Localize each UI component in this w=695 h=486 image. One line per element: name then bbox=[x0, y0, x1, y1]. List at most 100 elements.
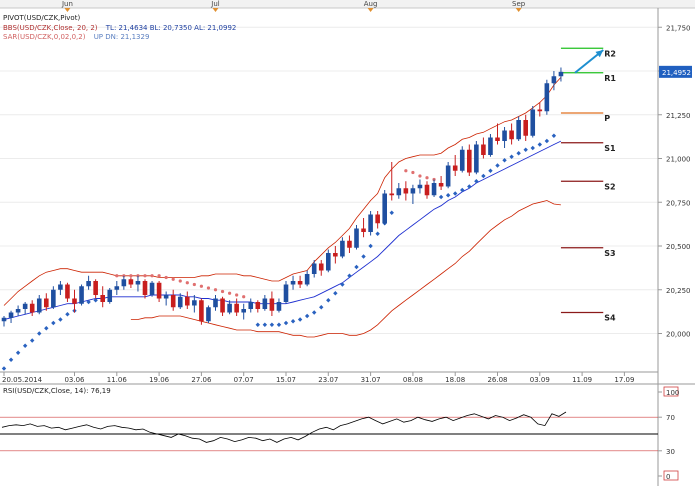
month-label: Aug bbox=[364, 0, 378, 8]
sar-dot-down bbox=[192, 282, 196, 287]
candle-down bbox=[347, 240, 352, 248]
sar-dot-up bbox=[283, 320, 289, 326]
y-tick-label: 20,250 bbox=[666, 287, 691, 295]
candle-down bbox=[142, 281, 148, 295]
candle-up bbox=[283, 284, 289, 302]
candle-down bbox=[509, 130, 514, 140]
sar-dot-down bbox=[164, 275, 168, 280]
month-label: Jul bbox=[210, 0, 220, 8]
sar-dot-down bbox=[235, 293, 239, 297]
candle-up bbox=[114, 286, 120, 290]
x-tick-label: 17.09 bbox=[614, 376, 634, 384]
y-tick-label: 20,750 bbox=[666, 199, 691, 207]
y-tick-label: 21,250 bbox=[666, 112, 691, 120]
pivot-legend: PIVOT(USD/CZK,Pivot) bbox=[3, 14, 80, 22]
pivot-label-r2: R2 bbox=[604, 49, 616, 58]
candle-up bbox=[163, 295, 169, 299]
sar-dot-up bbox=[262, 322, 268, 327]
candle-up bbox=[276, 302, 282, 311]
sar-dot-up bbox=[15, 350, 21, 355]
pivot-label-r1: R1 bbox=[604, 74, 616, 83]
sar-dot-up bbox=[51, 320, 56, 326]
sar-dot-up bbox=[453, 191, 458, 196]
x-tick-label: 18.08 bbox=[445, 376, 465, 384]
candle-up bbox=[431, 183, 437, 196]
rsi-tick-label: 70 bbox=[666, 414, 675, 422]
sar-dot-up bbox=[347, 273, 352, 278]
sar-dot-up bbox=[467, 184, 472, 189]
candle-down bbox=[424, 184, 430, 196]
candle-up bbox=[213, 298, 218, 308]
bbs-legend: BBS(USD/CZK,Close, 20, 2) TL: 21,4634 BL… bbox=[3, 24, 236, 32]
candle-down bbox=[389, 193, 395, 196]
candle-down bbox=[170, 295, 176, 308]
sar-dot-down bbox=[150, 274, 154, 278]
y-tick-label: 20,500 bbox=[666, 243, 691, 251]
sar-dot-up bbox=[502, 158, 507, 163]
bollinger-lower-line bbox=[130, 200, 561, 338]
x-tick-label: 03.09 bbox=[530, 376, 550, 384]
x-tick-label: 15.07 bbox=[276, 376, 296, 384]
last-price-label: 21,4952 bbox=[662, 69, 691, 77]
sar-dot-down bbox=[425, 176, 429, 180]
sar-dot-up bbox=[58, 317, 63, 322]
sar-dot-up bbox=[488, 168, 493, 173]
candle-down bbox=[93, 281, 98, 295]
candle-down bbox=[495, 137, 500, 141]
sar-dot-up bbox=[361, 254, 366, 259]
candle-up bbox=[304, 274, 310, 285]
y-tick-label: 21,000 bbox=[666, 156, 691, 164]
sar-dot-up bbox=[37, 331, 42, 336]
candle-up bbox=[15, 309, 21, 313]
candle-down bbox=[297, 281, 303, 285]
candle-up bbox=[8, 312, 14, 318]
x-tick-label: 07.07 bbox=[234, 376, 254, 384]
month-marker bbox=[64, 8, 71, 12]
sar-dot-up bbox=[326, 298, 331, 303]
sar-dot-up bbox=[551, 133, 557, 138]
month-marker bbox=[212, 8, 219, 12]
x-tick-label: 08.08 bbox=[403, 376, 423, 384]
candle-up bbox=[1, 317, 7, 322]
pivot-label-s4: S4 bbox=[604, 314, 616, 323]
sar-dot-up bbox=[530, 145, 535, 151]
candle-up bbox=[445, 165, 451, 187]
pivot-label-s3: S3 bbox=[604, 249, 615, 258]
candle-up bbox=[262, 298, 268, 309]
candle-down bbox=[29, 303, 35, 313]
sar-dot-up bbox=[537, 142, 542, 147]
sar-dot-down bbox=[404, 169, 408, 173]
sar-dot-up bbox=[312, 310, 317, 315]
candle-up bbox=[417, 184, 423, 189]
rsi-tick-label: 0 bbox=[666, 473, 670, 481]
rsi-tick-label: 100 bbox=[666, 389, 679, 397]
last-price-box bbox=[659, 65, 692, 78]
candle-down bbox=[467, 149, 472, 173]
bollinger-upper-line bbox=[3, 77, 562, 306]
sar-dot-up bbox=[354, 264, 359, 270]
sar-dot-up bbox=[481, 173, 486, 179]
sar-dot-up bbox=[1, 366, 7, 371]
candle-down bbox=[220, 298, 225, 313]
sar-dot-up bbox=[290, 319, 296, 324]
candle-up bbox=[558, 71, 564, 77]
sar-dot-down bbox=[157, 274, 161, 278]
candle-up bbox=[290, 281, 296, 285]
sar-dot-up bbox=[93, 298, 98, 303]
x-tick-label: 19.06 bbox=[149, 376, 170, 384]
sar-dot-down bbox=[220, 289, 225, 294]
sar-dot-down bbox=[143, 274, 147, 278]
candle-down bbox=[452, 165, 458, 171]
candle-up bbox=[516, 120, 521, 140]
candle-up bbox=[227, 303, 232, 313]
sar-dot-up bbox=[460, 187, 465, 193]
rsi-panel[interactable] bbox=[0, 384, 695, 486]
sar-dot-down bbox=[206, 286, 211, 290]
sar-dot-up bbox=[304, 313, 310, 319]
candle-up bbox=[121, 279, 127, 287]
sar-legend: SAR(USD/CZK,0,02,0,2) UP DN: 21,1329 bbox=[3, 33, 149, 41]
sar-dot-up bbox=[269, 322, 275, 327]
sar-dot-down bbox=[213, 288, 218, 292]
candle-down bbox=[523, 120, 528, 136]
